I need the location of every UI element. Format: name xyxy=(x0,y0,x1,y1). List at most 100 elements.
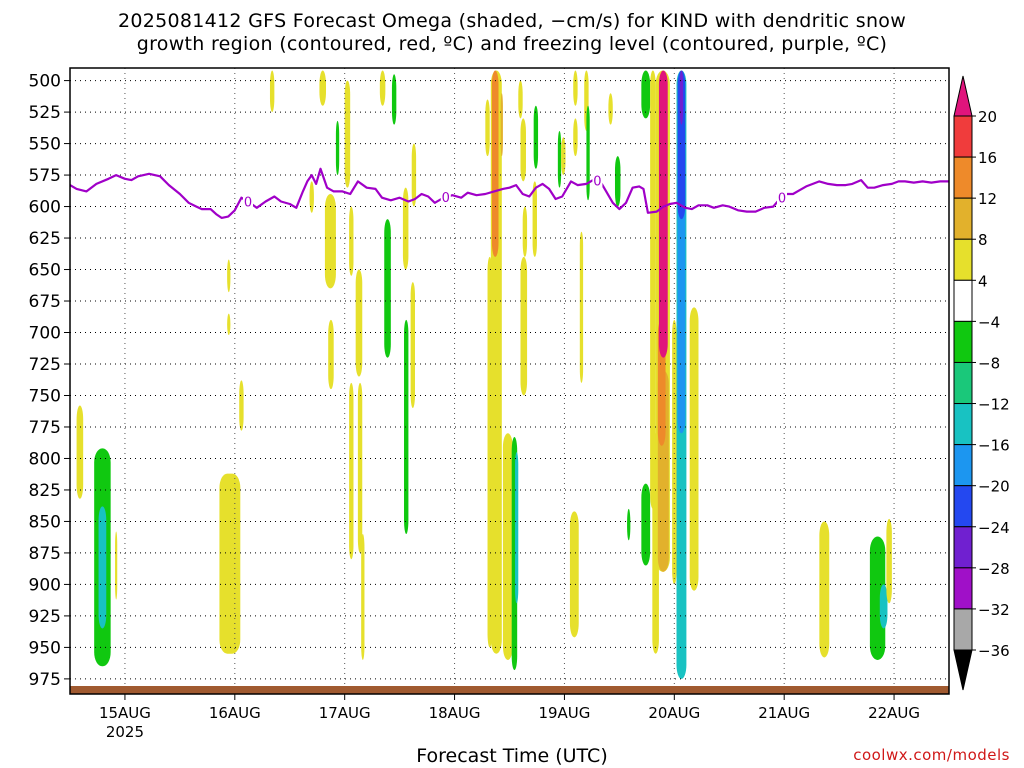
omega-cell-15 xyxy=(349,206,354,276)
colorbar-box-8 xyxy=(953,403,973,446)
omega-cell-19 xyxy=(361,534,365,660)
omega-cell-50 xyxy=(614,156,621,207)
omega-cell-12 xyxy=(328,319,334,390)
freezing-level-line xyxy=(69,167,949,219)
colorbar-bottom-triangle xyxy=(953,649,973,691)
y-tick-label-17: 925 xyxy=(29,607,61,627)
colorbar-box-3 xyxy=(953,197,973,240)
surface-band xyxy=(70,686,949,694)
y-tick-label-0: 500 xyxy=(29,72,61,92)
freezing-label-bg-1 xyxy=(440,190,451,205)
omega-cell-69 xyxy=(886,518,892,604)
y-tick-label-13: 825 xyxy=(29,481,61,501)
x-tick-label-0: 15AUG xyxy=(99,704,151,722)
omega-cell-44 xyxy=(573,70,578,106)
omega-cell-26 xyxy=(410,282,416,409)
y-tick-label-11: 775 xyxy=(29,418,61,438)
omega-cell-45 xyxy=(573,118,578,157)
source-credit: coolwx.com/models xyxy=(853,746,1010,764)
freezing-level-label-0: 0 xyxy=(244,196,252,211)
x-tick-label-2: 17AUG xyxy=(319,704,371,722)
omega-cell-7 xyxy=(239,380,244,431)
omega-cell-10 xyxy=(309,181,314,213)
y-tick-label-12: 800 xyxy=(29,449,61,469)
omega-cell-66 xyxy=(819,521,830,658)
omega-cell-42 xyxy=(561,137,566,176)
omega-cell-28 xyxy=(487,256,492,648)
y-tick-label-3: 575 xyxy=(29,166,61,186)
omega-cell-5 xyxy=(227,259,231,293)
chart-title-line1: 2025081412 GFS Forecast Omega (shaded, −… xyxy=(117,10,907,32)
omega-cell-37 xyxy=(522,206,528,257)
y-tick-label-4: 600 xyxy=(29,198,61,218)
y-tick-label-1: 525 xyxy=(29,103,61,123)
y-tick-label-7: 675 xyxy=(29,292,61,312)
colorbar-label-10: −24 xyxy=(978,519,1010,537)
y-tick-label-18: 950 xyxy=(29,638,61,658)
omega-cell-48 xyxy=(586,105,590,201)
omega-cell-4 xyxy=(219,473,241,654)
x-tick-label-1: 16AUG xyxy=(209,704,261,722)
colorbar-box-4 xyxy=(953,238,973,281)
omega-cell-0 xyxy=(76,405,84,499)
colorbar-box-10 xyxy=(953,485,973,528)
colorbar-box-12 xyxy=(953,567,973,610)
colorbar-box-5 xyxy=(953,279,973,322)
omega-cell-18 xyxy=(357,382,363,553)
omega-cell-32 xyxy=(502,433,513,660)
colorbar-label-8: −16 xyxy=(978,437,1010,455)
colorbar-label-6: −8 xyxy=(978,354,1000,372)
omega-cell-65 xyxy=(689,307,699,591)
y-tick-label-2: 550 xyxy=(29,135,61,155)
x-tick-label-4: 19AUG xyxy=(538,704,590,722)
plot-frame xyxy=(69,67,950,695)
colorbar-label-7: −12 xyxy=(978,396,1010,414)
colorbar-label-1: 16 xyxy=(978,149,997,167)
y-tick-label-8: 700 xyxy=(29,324,61,344)
x-tick-sublabel-0: 2025 xyxy=(106,723,144,741)
colorbar-label-0: 20 xyxy=(978,108,997,126)
colorbar-label-5: −4 xyxy=(978,313,1000,331)
colorbar-label-9: −20 xyxy=(978,478,1010,496)
omega-cell-16 xyxy=(349,382,354,560)
y-tick-label-9: 725 xyxy=(29,355,61,375)
omega-cell-52 xyxy=(641,70,651,119)
omega-cell-59 xyxy=(658,70,668,358)
y-tick-label-14: 850 xyxy=(29,512,61,532)
omega-cell-49 xyxy=(608,93,613,125)
omega-cell-21 xyxy=(384,219,391,358)
omega-cell-34 xyxy=(514,452,519,604)
omega-cell-23 xyxy=(402,187,409,270)
colorbar-box-11 xyxy=(953,526,973,569)
omega-cell-9 xyxy=(319,70,327,106)
colorbar-box-13 xyxy=(953,608,973,651)
omega-cell-27 xyxy=(485,99,490,157)
y-tick-label-19: 975 xyxy=(29,670,61,690)
omega-cell-43 xyxy=(569,511,579,638)
omega-cell-38 xyxy=(520,256,528,396)
freezing-level-label-1: 0 xyxy=(442,191,450,206)
y-tick-label-16: 900 xyxy=(29,575,61,595)
freezing-level-label-2: 0 xyxy=(593,175,601,190)
freezing-label-bg-0 xyxy=(242,194,253,209)
colorbar-label-4: 4 xyxy=(978,272,988,290)
omega-cell-11 xyxy=(324,193,336,289)
omega-cell-3 xyxy=(115,531,118,600)
omega-cell-17 xyxy=(355,269,363,377)
x-tick-label-7: 22AUG xyxy=(868,704,920,722)
x-tick-label-5: 20AUG xyxy=(648,704,700,722)
omega-cell-22 xyxy=(391,74,397,125)
omega-cell-68 xyxy=(879,584,888,629)
omega-cell-25 xyxy=(411,143,417,207)
omega-cell-53 xyxy=(641,483,651,566)
omega-cell-51 xyxy=(627,508,631,541)
x-axis-label: Forecast Time (UTC) xyxy=(416,745,608,767)
colorbar-label-11: −28 xyxy=(978,560,1010,578)
colorbar-label-3: 8 xyxy=(978,231,988,249)
colorbar-box-9 xyxy=(953,444,973,487)
y-tick-label-15: 875 xyxy=(29,544,61,564)
colorbar-label-2: 12 xyxy=(978,190,997,208)
colorbar-top-triangle xyxy=(953,75,973,117)
freezing-label-bg-2 xyxy=(592,173,603,188)
